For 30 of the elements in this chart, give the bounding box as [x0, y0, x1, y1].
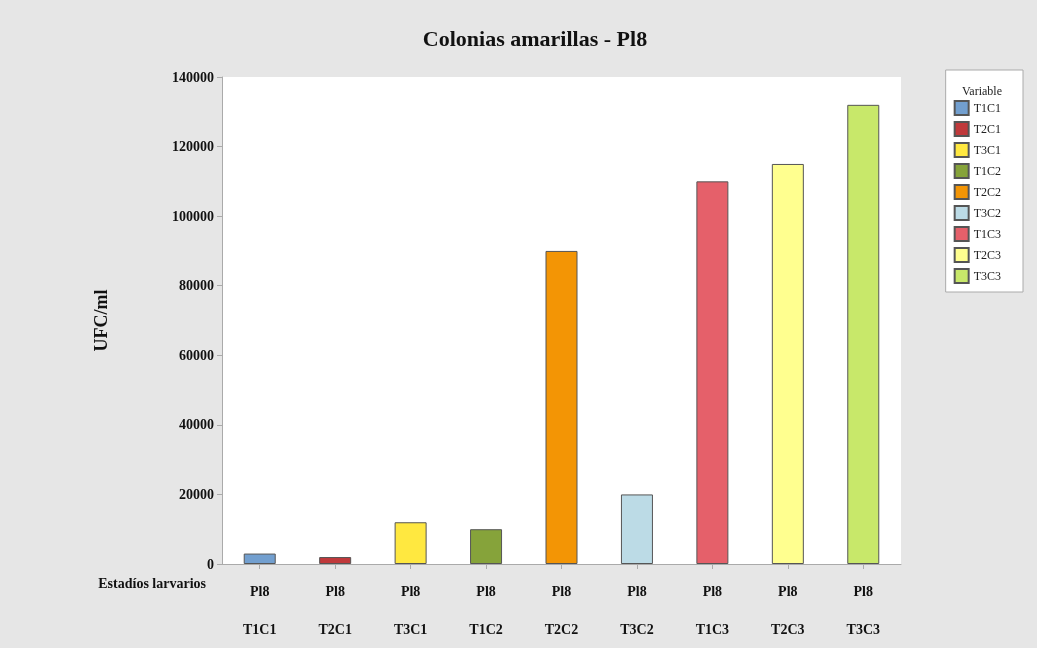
y-tick-label: 120000: [172, 139, 214, 155]
legend-label: T2C3: [973, 248, 1002, 262]
legend-label: T3C3: [973, 269, 1002, 283]
legend-title: Variable: [962, 84, 1003, 98]
category-label: Pl8 T3C2: [620, 583, 654, 637]
y-tick-label: 100000: [172, 208, 214, 224]
category-label: Pl8 T3C3: [846, 583, 880, 637]
category-label: Pl8 T2C2: [544, 583, 579, 637]
legend-label: T1C1: [973, 101, 1002, 115]
y-tick-label: 80000: [179, 278, 214, 294]
category-label: Pl8 T3C1: [393, 583, 428, 637]
category-label: Pl8 T1C3: [695, 583, 730, 637]
category-label: Pl8 T1C1: [243, 583, 277, 637]
legend-label: T2C2: [973, 185, 1002, 199]
category-label: Pl8 T2C1: [318, 583, 352, 637]
y-axis-title: UFC/ml: [91, 289, 111, 352]
legend-label: T3C1: [973, 143, 1002, 157]
category-label: Pl8 T1C2: [469, 583, 503, 637]
x-axis-title: Estadíos larvarios: [98, 575, 207, 591]
category-label: Pl8 T2C3: [771, 583, 805, 637]
legend-label: T1C2: [973, 164, 1002, 178]
legend-label: T2C1: [973, 122, 1002, 136]
chart-title: Colonias amarillas - Pl8: [422, 25, 648, 51]
y-tick-label: 40000: [179, 417, 214, 433]
y-tick-label: 140000: [172, 69, 214, 85]
y-tick-label: 60000: [179, 347, 214, 363]
y-tick-label: 0: [207, 556, 214, 572]
legend-label: T1C3: [973, 227, 1002, 241]
y-tick-label: 20000: [179, 486, 214, 502]
legend-label: T3C2: [973, 206, 1002, 220]
